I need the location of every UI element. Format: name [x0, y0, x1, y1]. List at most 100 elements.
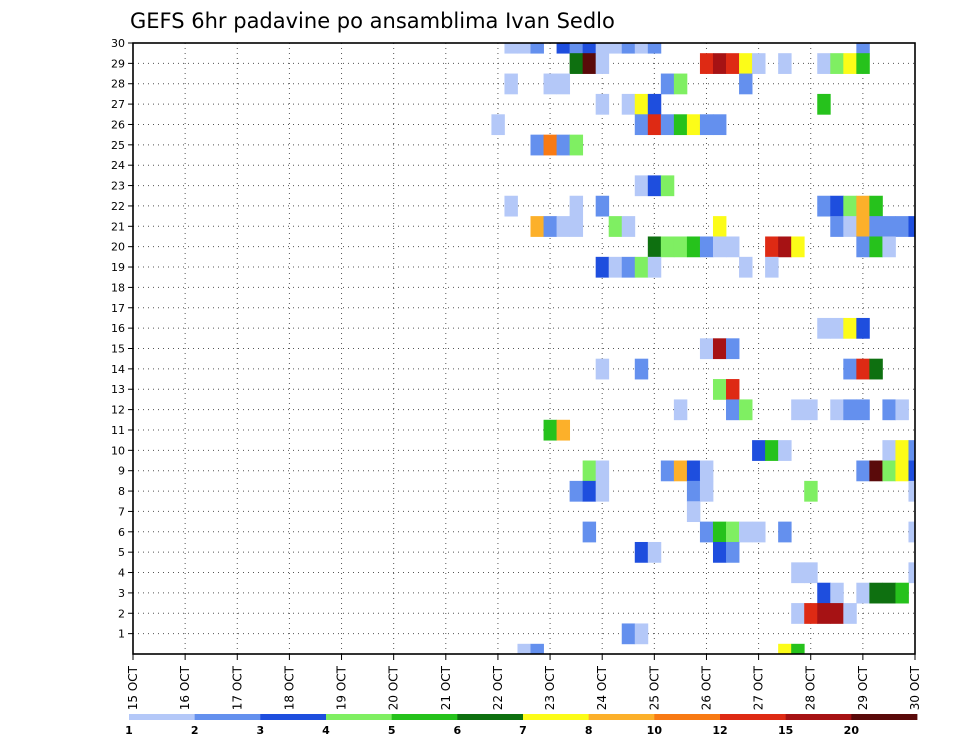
precip-cell	[791, 603, 805, 624]
precip-cell	[856, 216, 870, 237]
precip-cell	[856, 53, 870, 74]
precip-cell	[791, 236, 805, 258]
precip-cell	[699, 521, 714, 543]
y-tick-label: 2	[118, 607, 125, 620]
y-tick-label: 12	[111, 404, 125, 417]
colorbar-label: 7	[519, 724, 527, 737]
precip-cell	[595, 43, 610, 54]
y-tick-label: 14	[111, 363, 125, 376]
precip-cell	[817, 582, 831, 604]
precip-cell	[634, 256, 649, 278]
precip-cell	[726, 379, 740, 400]
precip-cell	[765, 440, 779, 461]
precip-cell	[699, 460, 714, 482]
precip-cell	[712, 338, 727, 360]
precip-cell	[804, 399, 818, 421]
precip-cell	[817, 317, 831, 339]
y-tick-label: 30	[111, 37, 125, 50]
y-tick-label: 23	[111, 180, 125, 193]
precip-cell	[686, 460, 701, 482]
precip-cell	[647, 175, 662, 197]
precip-cell	[908, 440, 916, 461]
precip-cell	[739, 73, 753, 95]
precip-cell	[869, 358, 883, 380]
y-tick-label: 27	[111, 98, 125, 111]
precip-cell	[491, 114, 505, 136]
precip-cell	[673, 73, 688, 95]
y-tick-label: 9	[118, 465, 125, 478]
precip-cell	[843, 358, 857, 380]
precip-cell	[830, 603, 844, 624]
precip-cell	[869, 216, 883, 237]
y-tick-label: 10	[111, 444, 125, 457]
precip-cell	[817, 93, 831, 115]
y-tick-label: 26	[111, 118, 125, 131]
x-tick-label: 25 OCT	[647, 665, 661, 710]
precip-cell	[895, 460, 909, 482]
precip-cell	[895, 440, 909, 461]
x-tick-label: 19 OCT	[335, 665, 349, 710]
precip-cell	[791, 562, 805, 584]
precip-cell	[621, 623, 636, 645]
precip-cell	[699, 236, 714, 258]
y-axis: 1234567891011121314151617181920212223242…	[111, 37, 133, 641]
precip-cell	[830, 216, 844, 237]
precip-cell	[660, 114, 675, 136]
precip-cell	[712, 236, 727, 258]
precip-cell	[726, 338, 740, 360]
precip-cell	[843, 195, 857, 217]
precip-cell	[595, 195, 610, 217]
colorbar-label: 3	[257, 724, 265, 737]
precip-cell	[726, 521, 740, 543]
precip-cell	[634, 623, 649, 645]
precip-cell	[647, 93, 662, 115]
precip-cell	[660, 460, 675, 482]
precip-cell	[895, 216, 909, 237]
precip-cell	[817, 603, 831, 624]
precip-cell	[830, 195, 844, 217]
precip-cell	[726, 541, 740, 563]
precip-cell	[595, 53, 610, 74]
y-tick-label: 18	[111, 281, 125, 294]
precip-cell	[712, 53, 727, 74]
precip-cell	[517, 643, 531, 655]
precip-cell	[582, 521, 597, 543]
y-tick-label: 28	[111, 78, 125, 91]
precip-cell	[908, 562, 916, 584]
y-tick-label: 20	[111, 241, 125, 254]
precip-cell	[908, 480, 916, 502]
precip-cell	[634, 93, 649, 115]
colorbar-label: 6	[454, 724, 462, 737]
x-tick-label: 18 OCT	[282, 665, 296, 710]
y-tick-label: 7	[118, 505, 125, 518]
colorbar-swatch	[260, 714, 327, 720]
x-tick-label: 16 OCT	[178, 665, 192, 710]
precip-cell	[699, 114, 714, 136]
precip-cell	[569, 480, 584, 502]
colorbar-label: 5	[388, 724, 396, 737]
precip-cell	[543, 216, 557, 237]
precip-cell	[752, 53, 766, 74]
precip-cell	[647, 256, 662, 278]
precip-cell	[582, 480, 597, 502]
precip-cell	[595, 256, 610, 278]
precip-cell	[804, 562, 818, 584]
precip-cell	[856, 582, 870, 604]
y-tick-label: 15	[111, 343, 125, 356]
y-tick-label: 21	[111, 220, 125, 233]
precip-cell	[608, 256, 623, 278]
x-tick-label: 21 OCT	[439, 665, 453, 710]
precip-cell	[869, 582, 883, 604]
precip-cell	[543, 73, 557, 95]
y-tick-label: 13	[111, 383, 125, 396]
colorbar-swatch	[523, 714, 590, 720]
precip-cell	[869, 236, 883, 258]
precip-cell	[634, 358, 649, 380]
precip-cell	[739, 399, 753, 421]
precip-cell	[699, 53, 714, 74]
colorbar-label: 15	[778, 724, 793, 737]
precip-cell	[608, 216, 623, 237]
precip-cell	[595, 480, 610, 502]
precip-cell	[556, 43, 571, 54]
